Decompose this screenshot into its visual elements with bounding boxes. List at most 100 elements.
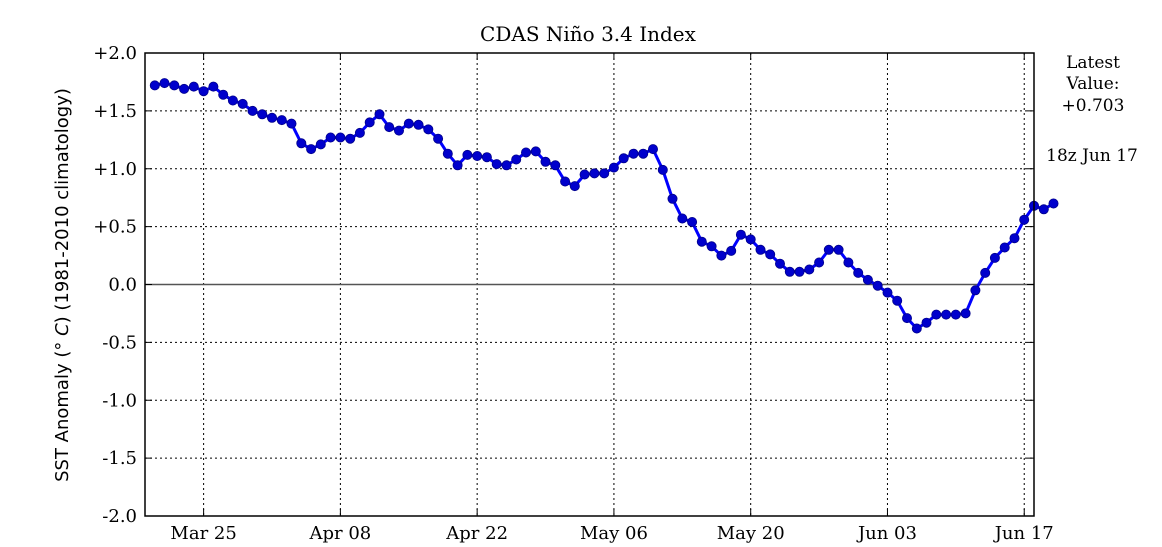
- data-point: [364, 117, 375, 128]
- y-tick-label: +2.0: [93, 43, 137, 64]
- data-point: [159, 78, 170, 89]
- data-point: [872, 280, 883, 291]
- x-tick-label: Apr 22: [445, 523, 508, 544]
- data-point: [218, 89, 229, 100]
- y-tick-label: -0.5: [102, 332, 137, 353]
- data-point: [989, 252, 1000, 263]
- data-point: [599, 168, 610, 179]
- latest-value: +0.703: [1062, 96, 1125, 116]
- data-point: [452, 160, 463, 171]
- y-axis-label-prefix: SST Anomaly (: [52, 351, 73, 482]
- latest-value-panel: Latest Value: +0.703 18z Jun 17: [1046, 53, 1138, 166]
- data-point: [286, 118, 297, 129]
- data-point: [296, 138, 307, 149]
- data-point: [745, 234, 756, 245]
- data-point: [843, 257, 854, 268]
- data-point: [521, 147, 532, 158]
- data-point: [775, 258, 786, 269]
- data-point: [853, 267, 864, 278]
- data-point: [833, 244, 844, 255]
- data-point: [237, 98, 248, 109]
- data-point: [149, 80, 160, 91]
- data-point: [208, 81, 219, 92]
- data-point: [608, 162, 619, 173]
- data-point: [433, 133, 444, 144]
- data-point: [423, 124, 434, 135]
- data-point: [628, 148, 639, 159]
- data-point: [804, 264, 815, 275]
- data-point: [862, 274, 873, 285]
- data-point: [442, 148, 453, 159]
- data-point: [227, 95, 238, 106]
- data-point: [550, 160, 561, 171]
- x-tick-label: Mar 25: [170, 523, 236, 544]
- latest-timestamp: 18z Jun 17: [1046, 146, 1138, 166]
- x-tick-label: Jun 17: [993, 523, 1054, 544]
- data-point: [345, 133, 356, 144]
- x-tick-label: Apr 08: [309, 523, 372, 544]
- series-nino34: [149, 78, 1059, 334]
- data-point: [384, 122, 395, 133]
- data-point: [247, 105, 258, 116]
- data-point: [726, 245, 737, 256]
- data-point: [491, 159, 502, 170]
- data-point: [1048, 198, 1059, 209]
- data-point: [892, 295, 903, 306]
- y-tick-label: -1.0: [102, 390, 137, 411]
- data-point: [315, 139, 326, 150]
- data-point: [667, 193, 678, 204]
- latest-label: Latest: [1066, 53, 1120, 73]
- data-point: [540, 156, 551, 167]
- data-point: [677, 213, 688, 224]
- data-point: [921, 317, 932, 328]
- data-point: [823, 244, 834, 255]
- data-point: [970, 285, 981, 296]
- data-point: [1038, 204, 1049, 215]
- data-point: [950, 309, 961, 320]
- data-point: [648, 144, 659, 155]
- y-tick-label: +1.5: [93, 101, 137, 122]
- data-point: [902, 313, 913, 324]
- data-point: [413, 119, 424, 130]
- data-point: [814, 257, 825, 268]
- data-point: [335, 132, 346, 143]
- data-point: [198, 86, 209, 97]
- data-point: [569, 181, 580, 192]
- data-point: [716, 250, 727, 261]
- data-point: [393, 125, 404, 136]
- y-axis: +2.0 +1.5 +1.0 +0.5 0.0 -0.5 -1.0 -1.5 -2.0: [93, 43, 1034, 527]
- data-point: [481, 152, 492, 163]
- data-point: [618, 153, 629, 164]
- data-point: [794, 266, 805, 277]
- data-point: [687, 216, 698, 227]
- data-point: [784, 266, 795, 277]
- data-point: [941, 309, 952, 320]
- data-point: [931, 309, 942, 320]
- data-point: [266, 112, 277, 123]
- data-point: [472, 150, 483, 161]
- data-point: [999, 242, 1010, 253]
- data-point: [589, 168, 600, 179]
- data-point: [325, 132, 336, 143]
- data-point: [882, 287, 893, 298]
- data-point: [706, 241, 717, 252]
- data-point: [374, 109, 385, 120]
- y-axis-label-suffix: ) (1981-2010 climatology): [52, 88, 73, 323]
- y-tick-label: +1.0: [93, 159, 137, 180]
- data-point: [511, 154, 522, 165]
- value-label: Value:: [1065, 74, 1119, 94]
- data-point: [1009, 233, 1020, 244]
- data-point: [354, 127, 365, 138]
- data-point: [560, 176, 571, 187]
- data-point: [657, 164, 668, 175]
- y-axis-label: SST Anomaly (° C) (1981-2010 climatology…: [52, 88, 73, 482]
- x-axis: Mar 25 Apr 08 Apr 22 May 06 May 20 Jun 03 Jun …: [170, 53, 1054, 544]
- data-point: [960, 308, 971, 319]
- data-point: [765, 249, 776, 260]
- y-tick-label: -1.5: [102, 448, 137, 469]
- data-point: [755, 244, 766, 255]
- data-point: [911, 323, 922, 334]
- y-tick-label: +0.5: [93, 217, 137, 238]
- data-point: [696, 236, 707, 247]
